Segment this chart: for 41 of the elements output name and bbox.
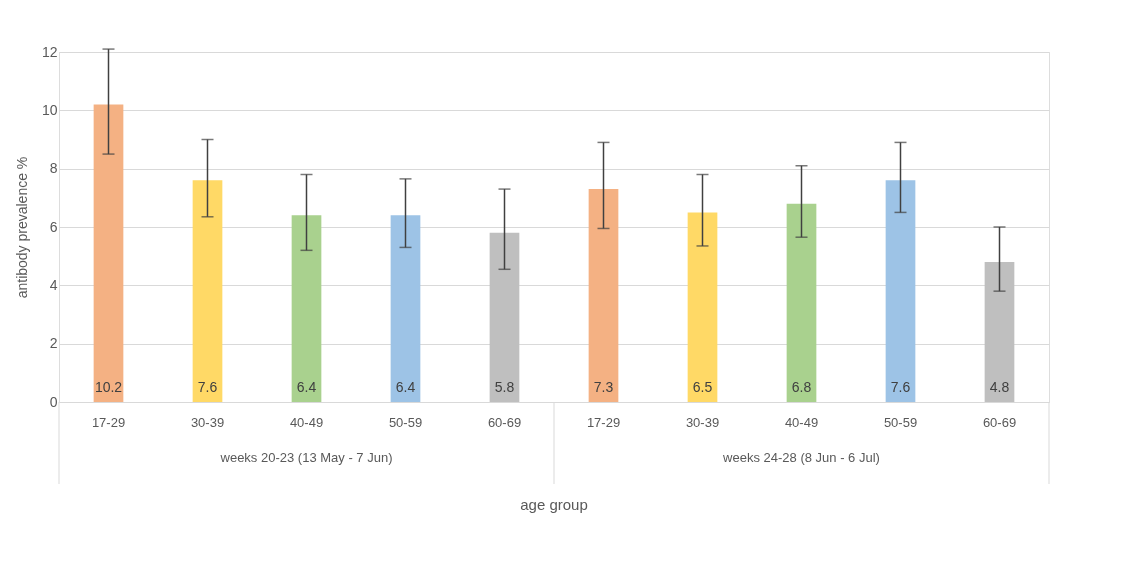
y-tick-label: 4 [49, 276, 58, 293]
bar [984, 262, 1015, 402]
data-label: 7.6 [890, 379, 911, 395]
bar [291, 215, 322, 402]
y-tick-label: 6 [49, 218, 58, 235]
x-tick-label: 30-39 [685, 414, 720, 430]
x-tick-label: 40-49 [784, 414, 819, 430]
y-tick-label: 10 [41, 101, 58, 118]
y-tick-label: 12 [41, 43, 58, 60]
x-tick-label: 30-39 [190, 414, 225, 430]
text: weeks 20-23 (13 May - 7 Jun) [219, 450, 393, 465]
data-label: 4.8 [989, 379, 1010, 395]
x-axis-title: age group [520, 496, 588, 513]
bar [885, 180, 916, 402]
x-tick-label: 40-49 [289, 414, 324, 430]
data-label: 10.2 [94, 379, 123, 395]
data-label: 7.3 [593, 379, 614, 395]
bar [687, 212, 718, 402]
y-axis-title: antibody prevalence % [13, 156, 30, 299]
bar [588, 189, 619, 402]
y-tick-label: 8 [49, 160, 58, 177]
data-label: 6.5 [692, 379, 713, 395]
x-tick-label: 17-29 [91, 414, 126, 430]
x-tick-label: 50-59 [883, 414, 918, 430]
y-tick-label: 0 [49, 393, 58, 410]
data-label: 6.4 [395, 379, 416, 395]
bar [192, 180, 223, 402]
y-tick-label: 2 [49, 335, 58, 352]
bar [390, 215, 421, 402]
data-label: 6.4 [296, 379, 317, 395]
bar [786, 203, 817, 402]
x-tick-label: 60-69 [487, 414, 522, 430]
data-label: 7.6 [197, 379, 218, 395]
text: weeks 24-28 (8 Jun - 6 Jul) [722, 450, 880, 465]
data-label: 5.8 [494, 379, 515, 395]
bar [489, 232, 520, 402]
bar [93, 104, 124, 402]
x-tick-label: 50-59 [388, 414, 423, 430]
x-tick-label: 60-69 [982, 414, 1017, 430]
data-label: 6.8 [791, 379, 812, 395]
x-tick-label: 17-29 [586, 414, 621, 430]
